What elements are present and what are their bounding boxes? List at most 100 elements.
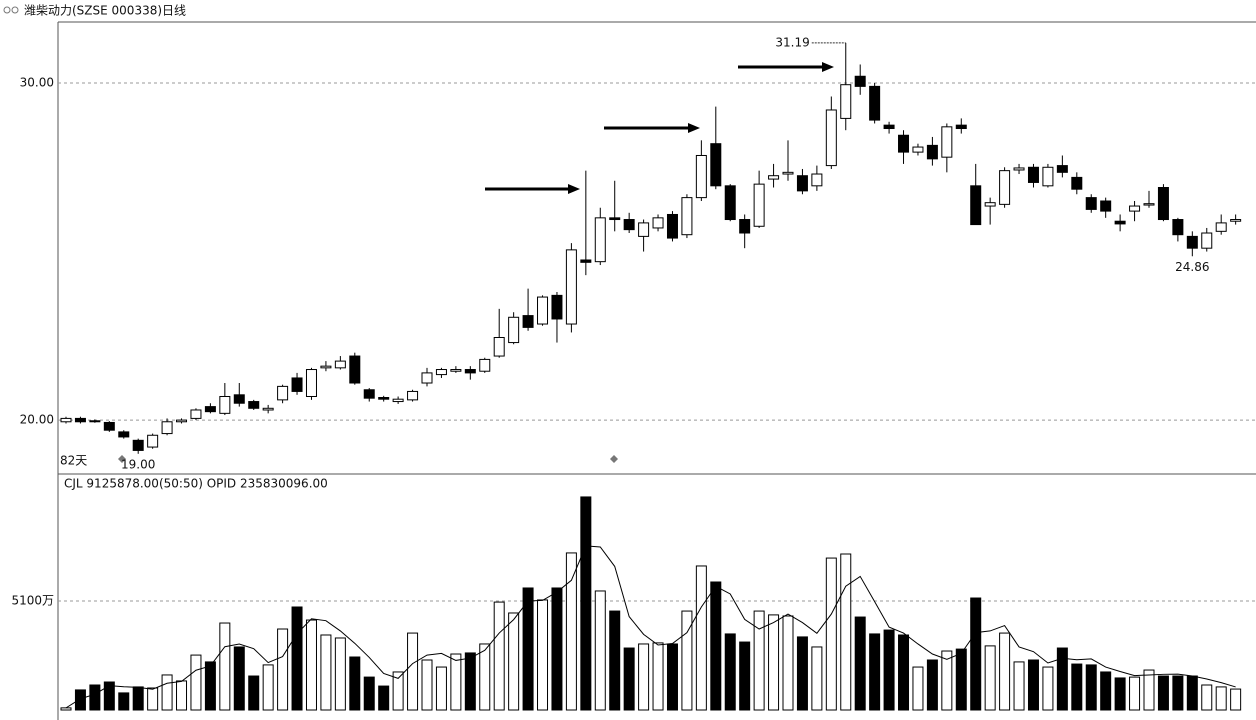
volume-bar <box>1027 659 1039 711</box>
candle-body <box>219 395 231 414</box>
candle-body <box>825 109 837 167</box>
volume-bar <box>1114 677 1126 711</box>
candle-body <box>1201 232 1213 249</box>
candle-body <box>1114 220 1126 225</box>
candle-body <box>840 84 852 119</box>
candle-body <box>407 390 419 401</box>
candle-body <box>1172 219 1184 236</box>
volume-bar <box>840 553 852 711</box>
volume-bar <box>147 687 159 711</box>
volume-bar <box>580 496 592 711</box>
candle-body <box>898 134 910 153</box>
volume-bar <box>825 557 837 711</box>
candle-body <box>580 259 592 263</box>
y-tick-label: 5100万 <box>11 594 54 608</box>
candle-body <box>103 421 115 431</box>
candle-body <box>479 358 491 372</box>
volume-bar <box>1215 686 1227 711</box>
candle-body <box>508 316 520 344</box>
volume-bar <box>955 648 967 711</box>
candle-body <box>753 183 765 227</box>
markers <box>118 455 618 463</box>
chart-title: 潍柴动力(SZSE 000338)日线 <box>24 4 186 18</box>
volume-bar <box>565 552 577 711</box>
volume-bar <box>854 616 866 711</box>
volume-bar <box>464 652 476 711</box>
volume-bar <box>349 656 361 711</box>
volume-bar <box>1013 661 1025 711</box>
volume-bar <box>537 599 549 711</box>
volume-bar <box>869 633 881 711</box>
candle-body <box>132 439 144 451</box>
volume-bar <box>219 622 231 711</box>
candle-body <box>1085 197 1097 210</box>
volume-bar <box>204 661 216 711</box>
candle-body <box>854 75 866 87</box>
candle-body <box>811 173 823 187</box>
volume-bar <box>74 689 86 711</box>
candle-body <box>1215 222 1227 232</box>
volume-bar <box>768 614 780 711</box>
candle-body <box>89 420 101 423</box>
title-icon <box>3 6 19 14</box>
volume-bar <box>984 645 996 711</box>
period-label: 82天 <box>60 454 87 468</box>
candle-body <box>970 185 982 226</box>
volume-bar <box>363 676 375 711</box>
candle-body <box>291 377 303 392</box>
candle-body <box>623 219 635 231</box>
volume-bar <box>435 666 447 711</box>
volume-bar <box>479 643 491 711</box>
candle-body <box>796 175 808 192</box>
candle-body <box>1143 203 1155 206</box>
volume-bar <box>1230 688 1242 711</box>
candle-body <box>609 217 621 221</box>
candle-body <box>681 197 693 236</box>
volume-bar <box>1056 647 1068 711</box>
volume-bar <box>796 636 808 711</box>
volume-bar <box>551 587 563 711</box>
candle-body <box>594 217 606 263</box>
volume-bar <box>421 659 433 711</box>
candle-body <box>392 398 404 403</box>
candle-body <box>710 143 722 187</box>
volume-bar <box>1042 666 1054 711</box>
volume-bar <box>378 685 390 711</box>
volume-bar <box>118 692 130 711</box>
annotation: 24.86 <box>1175 260 1209 274</box>
candle-body <box>349 355 361 384</box>
volume-bar <box>1071 663 1083 711</box>
y-tick-label: 30.00 <box>20 76 54 90</box>
frame <box>57 21 1256 720</box>
volume-bar <box>594 590 606 711</box>
volume-bar <box>161 674 173 711</box>
volume-bar <box>60 707 72 711</box>
candle-body <box>147 434 159 448</box>
volume-bar <box>782 615 794 711</box>
candle-body <box>118 431 130 438</box>
candle-body <box>1129 205 1141 212</box>
volume-bar <box>1201 684 1213 711</box>
candle-body <box>450 369 462 372</box>
volume-bar <box>132 686 144 711</box>
volume-bar <box>695 565 707 711</box>
candle-body <box>464 369 476 374</box>
volume-bar <box>638 643 650 711</box>
volume-bar <box>652 642 664 711</box>
candle-body <box>363 389 375 399</box>
candle-body <box>883 124 895 130</box>
y-tick-label: 20.00 <box>20 413 54 427</box>
candle-body <box>565 249 577 325</box>
candle-body <box>1157 187 1169 221</box>
volume-bar <box>233 646 245 711</box>
volume-bar <box>450 653 462 711</box>
candle-body <box>176 419 188 423</box>
candle-body <box>378 397 390 400</box>
volume-ma-line <box>65 545 1236 709</box>
candle-body <box>999 170 1011 205</box>
candle-body <box>739 219 751 234</box>
candle-body <box>1071 176 1083 190</box>
candle-body <box>695 154 707 199</box>
candle-body <box>768 175 780 180</box>
